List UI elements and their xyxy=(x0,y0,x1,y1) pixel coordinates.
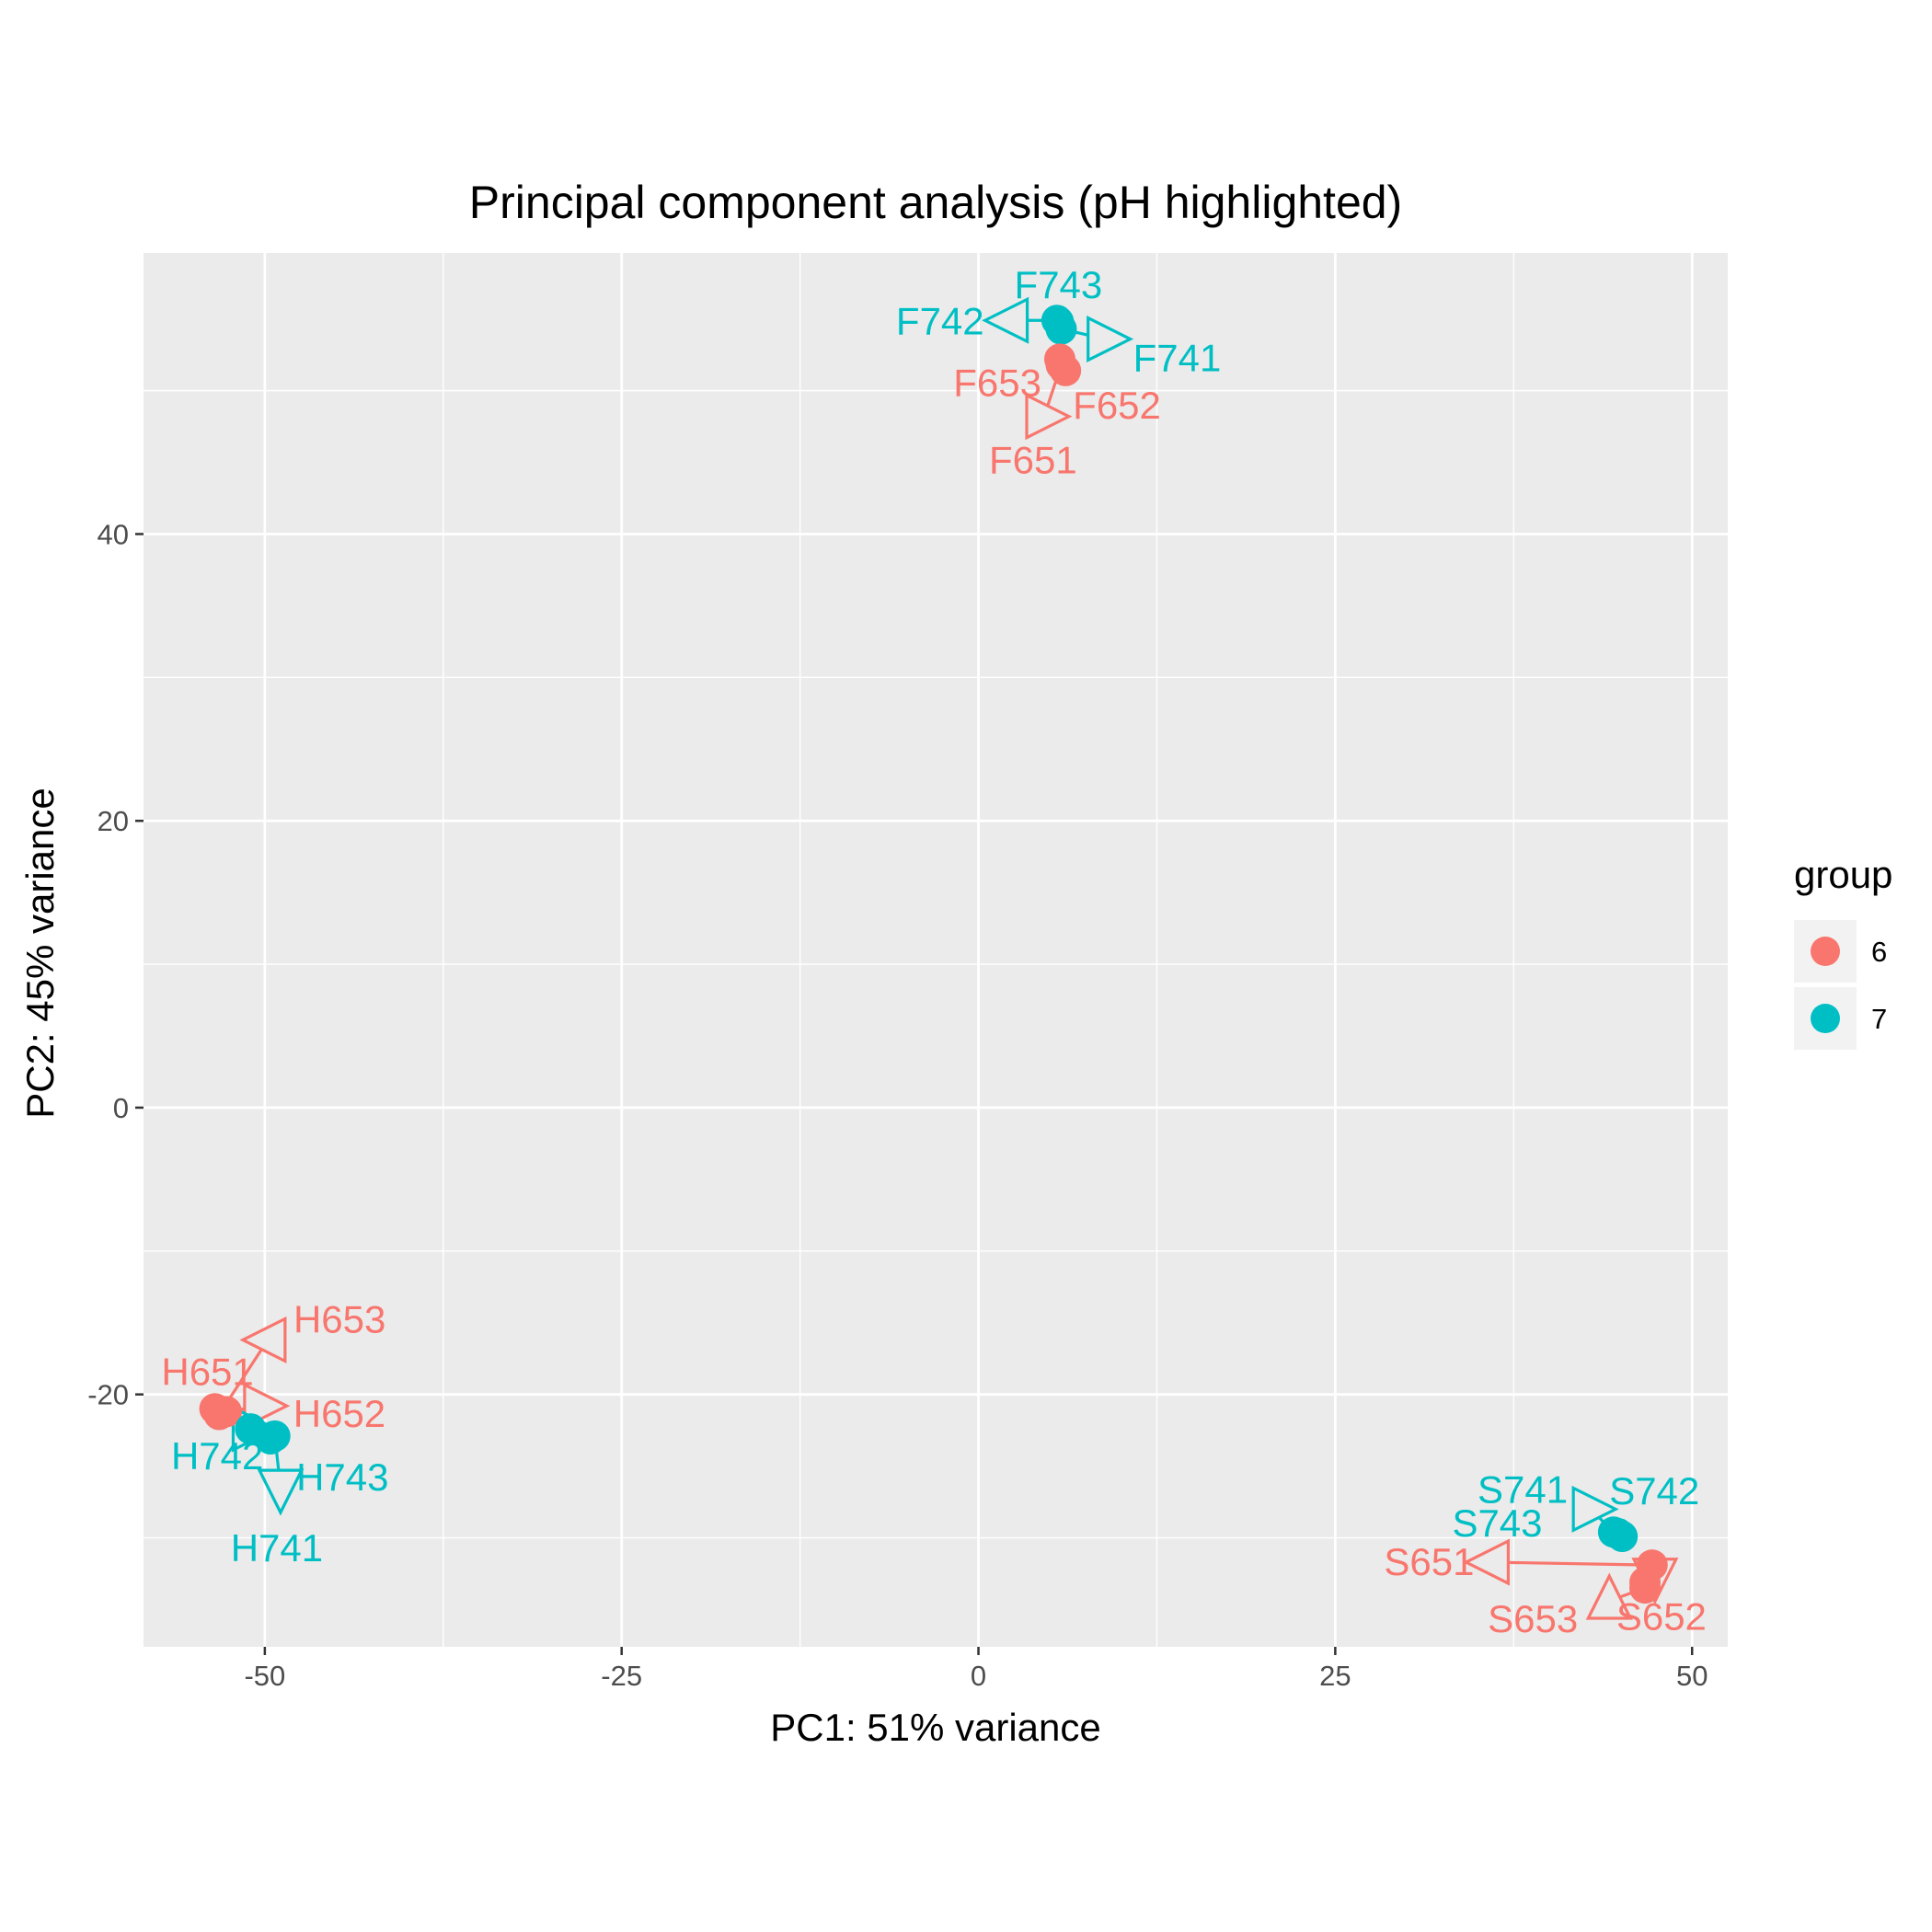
point-labels: F741 F742 F743 F651 F652 F653 H651 H652 H653 H741… xyxy=(161,263,1707,1640)
label-arrow-marker xyxy=(1087,315,1134,363)
label-connector xyxy=(1490,1560,1652,1567)
x-tick-label: -50 xyxy=(244,1660,285,1692)
label-arrow-marker xyxy=(257,1468,305,1516)
legend-point xyxy=(1811,1004,1840,1033)
point-label: F742 xyxy=(896,299,984,342)
label-arrow-marker xyxy=(1585,1572,1633,1620)
point-label: H743 xyxy=(296,1455,388,1499)
point-label: H652 xyxy=(293,1392,385,1435)
point-label: S742 xyxy=(1609,1469,1699,1512)
x-axis-label: PC1: 51% variance xyxy=(770,1706,1101,1749)
plot-panel xyxy=(144,253,1728,1647)
label-arrow-marker xyxy=(982,296,1029,344)
point-label: F651 xyxy=(989,439,1077,482)
label-arrow-marker xyxy=(1025,393,1073,441)
data-point xyxy=(255,1422,287,1455)
label-arrow-marker xyxy=(239,1316,287,1363)
y-tick-label: 20 xyxy=(98,805,129,837)
point-label: H742 xyxy=(171,1434,263,1478)
data-point xyxy=(1042,305,1075,338)
data-point xyxy=(1602,1517,1634,1549)
legend: group 67 xyxy=(1794,853,1892,1050)
label-arrow-marker xyxy=(1571,1485,1619,1533)
legend-point xyxy=(1811,937,1840,966)
point-label: S653 xyxy=(1488,1597,1578,1640)
y-tick-label: 0 xyxy=(113,1092,129,1124)
point-label: S651 xyxy=(1384,1540,1474,1583)
legend-label: 6 xyxy=(1871,936,1887,968)
y-tick-label: 40 xyxy=(98,518,129,550)
point-label: H741 xyxy=(231,1526,323,1570)
point-label: F653 xyxy=(953,361,1041,404)
x-tick-label: 50 xyxy=(1676,1660,1708,1692)
axis-ticks: -50 -25 0 25 50 -20 0 20 40 xyxy=(87,518,1708,1692)
point-label: S741 xyxy=(1478,1467,1568,1511)
chart-title: Principal component analysis (pH highlig… xyxy=(469,177,1402,228)
data-points xyxy=(199,305,1668,1604)
point-label: F652 xyxy=(1073,384,1161,427)
point-label: F743 xyxy=(1015,263,1103,306)
y-tick-label: -20 xyxy=(87,1379,129,1411)
y-axis-label: PC2: 45% variance xyxy=(18,788,62,1119)
legend-title: group xyxy=(1794,853,1892,896)
data-point xyxy=(1043,343,1075,375)
point-label: H651 xyxy=(161,1350,253,1393)
point-label: S743 xyxy=(1452,1501,1542,1545)
point-label: H653 xyxy=(293,1297,385,1340)
data-point xyxy=(203,1398,236,1431)
label-arrow-marker xyxy=(1462,1538,1510,1586)
point-label: S652 xyxy=(1616,1595,1707,1639)
legend-entries: 67 xyxy=(1794,920,1887,1050)
point-label: F741 xyxy=(1133,337,1222,380)
data-point xyxy=(1629,1572,1662,1604)
x-tick-label: 25 xyxy=(1319,1660,1351,1692)
x-tick-label: 0 xyxy=(971,1660,986,1692)
legend-label: 7 xyxy=(1871,1003,1887,1035)
x-tick-label: -25 xyxy=(601,1660,642,1692)
